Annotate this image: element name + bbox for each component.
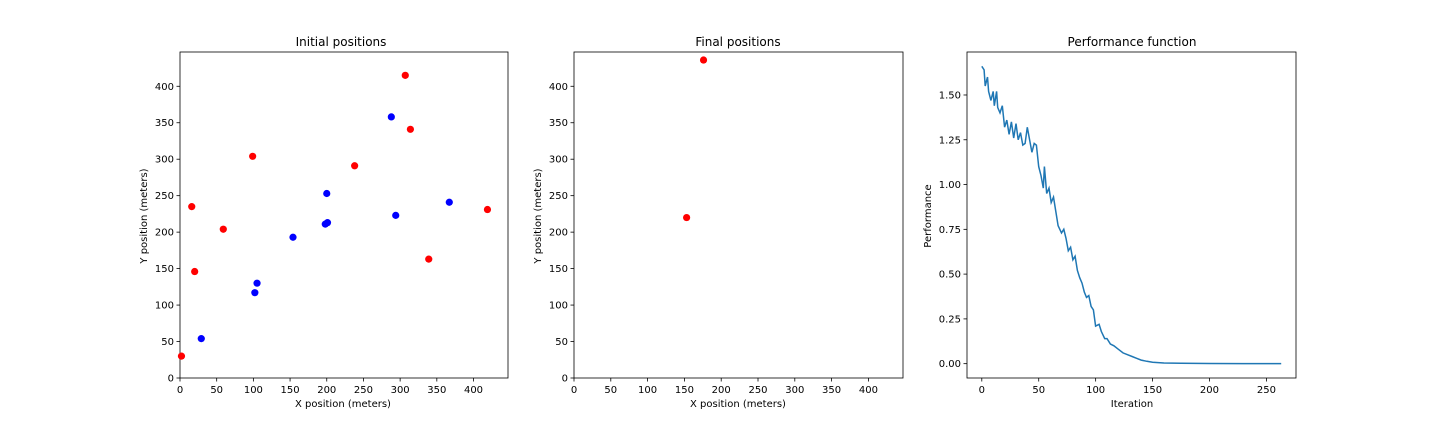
x-tick-label: 200 [712, 385, 731, 396]
y-tick-label: 0.00 [939, 359, 961, 370]
data-point [683, 213, 691, 222]
y-tick-label: 350 [549, 118, 568, 129]
data-point [401, 71, 409, 79]
data-point [425, 255, 433, 263]
x-tick-label: 350 [822, 385, 841, 396]
x-tick-label: 400 [464, 385, 483, 396]
chart-title: Initial positions [296, 35, 387, 49]
x-tick-label: 50 [210, 385, 223, 396]
y-tick-label: 200 [155, 228, 174, 239]
data-point [219, 225, 227, 233]
performance-function-chart: Performance function Iteration Performan… [923, 35, 1297, 410]
x-tick-label: 250 [354, 385, 373, 396]
y-tick-label: 100 [549, 301, 568, 312]
plot-frame [573, 51, 904, 379]
y-tick-label: 200 [549, 228, 568, 239]
data-point [323, 219, 332, 227]
y-tick-label: 100 [155, 301, 174, 312]
x-tick-label: 250 [748, 385, 767, 396]
x-tick-label: 200 [317, 385, 336, 396]
y-axis-label: Performance [923, 184, 934, 247]
y-tick-label: 250 [155, 191, 174, 202]
y-tick-label: 1.25 [939, 135, 961, 146]
data-point [392, 211, 400, 219]
x-axis-label: X position (meters) [295, 399, 391, 410]
x-tick-label: 0 [177, 385, 183, 396]
data-point [253, 279, 261, 287]
chart-title: Final positions [695, 35, 780, 49]
data-point [445, 198, 453, 206]
data-point [191, 267, 199, 276]
y-tick-label: 350 [155, 118, 174, 129]
x-tick-label: 150 [675, 385, 694, 396]
y-tick-label: 1.50 [939, 90, 961, 101]
x-axis-label: X position (meters) [690, 399, 786, 410]
data-point [177, 352, 186, 360]
data-point [351, 162, 359, 170]
y-tick-label: 250 [549, 191, 568, 202]
y-tick-label: 0.75 [939, 225, 961, 236]
x-tick-label: 0 [979, 385, 985, 396]
y-tick-label: 0 [168, 374, 174, 385]
plot-frame [966, 51, 1297, 379]
y-tick-label: 400 [549, 82, 568, 93]
data-point [251, 289, 259, 297]
data-point [249, 152, 257, 160]
y-axis-label: Y position (meters) [139, 168, 150, 264]
x-tick-label: 100 [1086, 385, 1105, 396]
y-tick-label: 300 [155, 155, 174, 166]
data-point [387, 113, 395, 121]
y-tick-label: 1.00 [939, 180, 961, 191]
chart-title: Performance function [1068, 35, 1197, 49]
x-tick-label: 400 [859, 385, 878, 396]
data-point [197, 335, 205, 343]
x-tick-label: 100 [638, 385, 657, 396]
y-tick-label: 0 [562, 374, 568, 385]
data-point [323, 189, 331, 198]
data-point [406, 125, 415, 133]
y-tick-label: 400 [155, 82, 174, 93]
x-tick-label: 50 [1032, 385, 1045, 396]
data-point [699, 56, 708, 64]
y-tick-label: 150 [549, 264, 568, 275]
x-tick-label: 200 [1200, 385, 1219, 396]
data-point [188, 203, 196, 211]
x-tick-label: 100 [244, 385, 263, 396]
x-tick-label: 250 [1257, 385, 1276, 396]
data-point [289, 233, 297, 241]
initial-positions-chart: Initial positions X position (meters) Y … [139, 35, 509, 410]
y-axis-label: Y position (meters) [533, 168, 544, 264]
plot-frame [179, 51, 509, 379]
y-tick-label: 300 [549, 155, 568, 166]
x-tick-label: 300 [785, 385, 804, 396]
x-tick-label: 50 [604, 385, 617, 396]
data-point [483, 205, 492, 214]
x-tick-label: 150 [1143, 385, 1162, 396]
x-tick-label: 350 [427, 385, 446, 396]
y-tick-label: 150 [155, 264, 174, 275]
final-positions-chart: Final positions X position (meters) Y po… [533, 35, 904, 410]
y-tick-label: 0.25 [939, 314, 961, 325]
x-tick-label: 300 [391, 385, 410, 396]
y-tick-label: 50 [161, 337, 174, 348]
y-tick-label: 0.50 [939, 270, 961, 281]
x-tick-label: 0 [571, 385, 577, 396]
series-line [981, 65, 1282, 365]
x-axis-label: Iteration [1111, 399, 1153, 410]
x-tick-label: 150 [281, 385, 300, 396]
y-tick-label: 50 [555, 337, 568, 348]
